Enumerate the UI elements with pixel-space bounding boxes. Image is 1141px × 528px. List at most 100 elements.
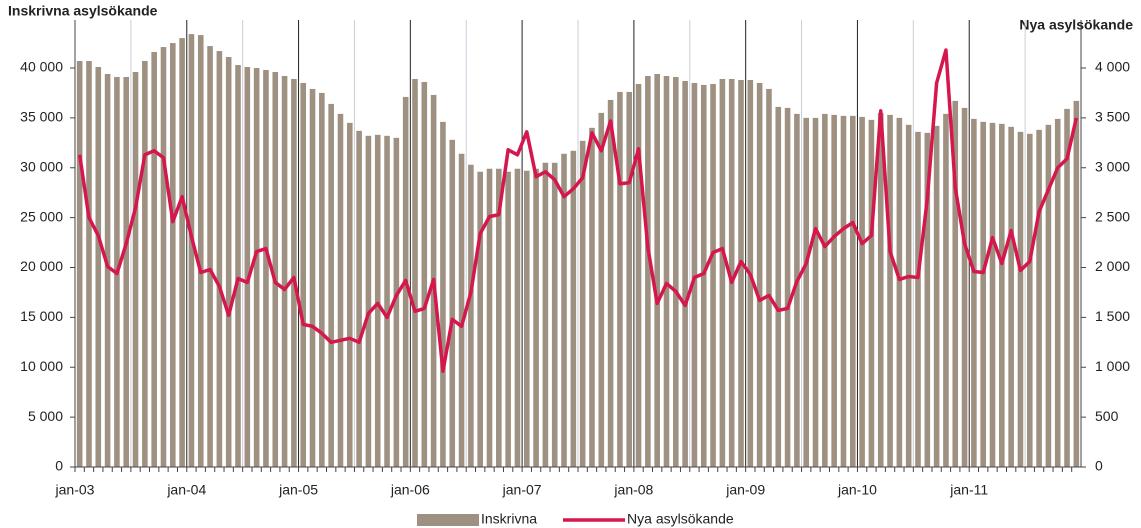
y-tick-label: 20 000	[20, 258, 63, 274]
y2-tick-label: 3 500	[1095, 109, 1130, 125]
bar	[440, 121, 446, 468]
y-tick-label: 15 000	[20, 308, 63, 324]
bar	[691, 82, 698, 468]
bar	[989, 122, 996, 468]
y2-tick-label: 0	[1095, 458, 1103, 474]
bar	[859, 116, 865, 467]
bar	[263, 69, 269, 468]
bar	[496, 168, 502, 467]
bar	[617, 91, 623, 467]
bar	[589, 127, 595, 467]
legend-label: Inskrivna	[481, 511, 537, 527]
bar	[309, 88, 316, 467]
bar	[719, 78, 726, 467]
bar	[971, 118, 977, 467]
y-tick-label: 40 000	[20, 59, 63, 75]
bar	[104, 73, 111, 468]
x-tick-label: jan-05	[278, 482, 318, 498]
bar	[905, 124, 912, 468]
bar	[272, 71, 279, 468]
bar	[831, 114, 837, 467]
y2-tick-label: 2 500	[1095, 208, 1130, 224]
bar	[700, 84, 707, 468]
bar	[999, 123, 1005, 468]
y2-tick-label: 3 000	[1095, 158, 1130, 174]
bar	[468, 164, 474, 467]
bar	[160, 47, 167, 468]
x-tick-label: jan-08	[613, 482, 653, 498]
bar	[766, 88, 772, 467]
bar	[980, 121, 986, 468]
bar	[151, 52, 157, 467]
bar	[216, 51, 223, 467]
bar	[95, 67, 102, 467]
bar	[486, 168, 493, 467]
y-tick-label: 10 000	[20, 358, 63, 374]
bar	[784, 107, 791, 468]
bar	[570, 150, 577, 468]
bar	[523, 170, 530, 467]
bar	[253, 68, 260, 467]
bar	[579, 140, 586, 467]
x-tick-label: jan-04	[166, 482, 206, 498]
bar	[635, 83, 642, 468]
bar	[505, 171, 511, 468]
bar	[794, 113, 800, 467]
x-tick-label: jan-06	[390, 482, 430, 498]
y2-axis-title: Nya asylsökande	[1019, 17, 1133, 33]
bar	[598, 112, 605, 467]
bar	[1017, 131, 1024, 467]
bar	[477, 171, 483, 468]
bar	[449, 139, 456, 467]
bar	[943, 113, 949, 467]
bar	[374, 134, 381, 467]
bar	[123, 76, 130, 467]
bar	[654, 73, 660, 468]
bar	[76, 61, 83, 468]
bar	[412, 78, 418, 467]
bar	[300, 82, 307, 468]
bar	[775, 106, 782, 467]
y-tick-label: 35 000	[20, 109, 63, 125]
bar	[756, 82, 763, 468]
y-tick-label: 5 000	[28, 408, 63, 424]
x-tick-label: jan-07	[502, 482, 542, 498]
bar	[887, 114, 893, 467]
bar	[1054, 118, 1061, 467]
line	[77, 48, 1079, 373]
y-tick-label: 30 000	[20, 158, 63, 174]
bar	[337, 113, 344, 467]
bar	[1073, 100, 1080, 467]
x-tick-label: jan-09	[725, 482, 765, 498]
bar	[197, 35, 204, 468]
bar	[514, 168, 521, 467]
bar	[915, 131, 921, 467]
bar	[607, 99, 614, 468]
bar	[682, 80, 688, 467]
bar	[663, 75, 670, 467]
y2-tick-label: 1 500	[1095, 308, 1130, 324]
bar	[365, 135, 372, 467]
legend-swatch	[417, 514, 479, 526]
bar	[319, 92, 325, 467]
bar	[924, 132, 931, 467]
bar	[142, 61, 148, 468]
bar	[849, 115, 856, 467]
bar	[281, 75, 288, 467]
bar	[868, 119, 875, 468]
y2-tick-label: 4 000	[1095, 59, 1130, 75]
bar	[1026, 133, 1033, 467]
bar	[244, 67, 251, 467]
bar	[551, 162, 558, 467]
bar	[384, 135, 390, 467]
bar	[291, 78, 297, 467]
bar	[877, 112, 884, 467]
bar	[738, 79, 744, 467]
y2-tick-label: 1 000	[1095, 358, 1130, 374]
bar	[1036, 129, 1042, 467]
bar	[328, 103, 334, 467]
bar	[346, 122, 353, 468]
bar	[840, 115, 847, 467]
